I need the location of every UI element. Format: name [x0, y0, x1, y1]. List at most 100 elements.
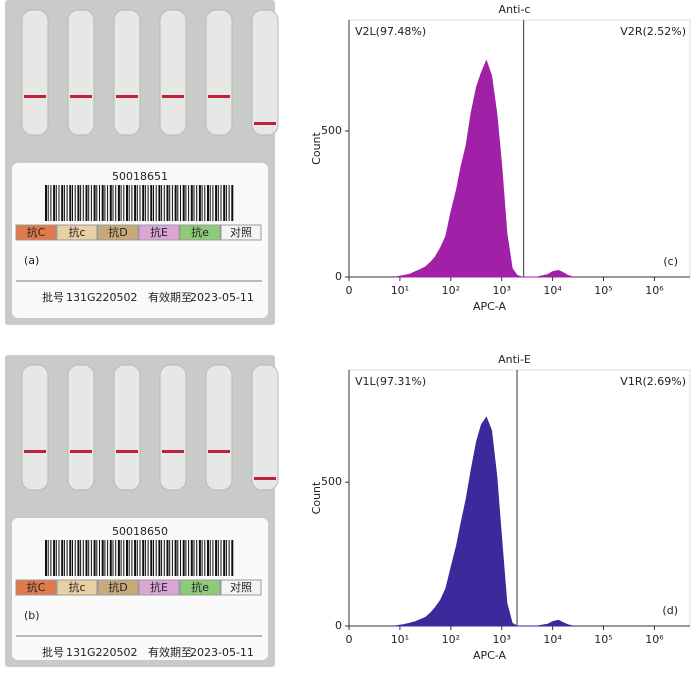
x-tick-label: 10¹: [391, 633, 409, 646]
barcode-number: 50018651: [112, 170, 168, 183]
tube-band: [208, 450, 230, 453]
barcode-bar: [90, 540, 92, 576]
barcode-bar: [215, 540, 218, 576]
barcode-bar: [107, 540, 109, 576]
expiry-label: 有效期至: [148, 290, 192, 304]
barcode-bar: [107, 185, 109, 221]
barcode-bar: [225, 185, 227, 221]
lot-label: 批号: [42, 645, 64, 659]
x-tick-label: 10⁴: [543, 284, 562, 297]
tube: [205, 9, 233, 136]
barcode-bar: [212, 185, 214, 221]
reagent-name: 对照: [230, 580, 252, 594]
expiry-date: 2023-05-11: [190, 291, 254, 304]
barcode-bar: [212, 540, 214, 576]
tube-band: [24, 450, 46, 453]
barcode-bar: [93, 185, 96, 221]
x-tick-label: 10²: [442, 633, 460, 646]
plot-frame: [348, 369, 691, 627]
barcode-bar: [228, 540, 230, 576]
barcode-bar: [93, 540, 96, 576]
lot-number: 131G220502: [66, 291, 138, 304]
reagent-name: 抗C: [27, 225, 46, 239]
chart-title: Anti-E: [498, 353, 531, 366]
barcode-bar: [190, 185, 193, 221]
tube-band: [254, 477, 276, 480]
y-tick-label: 0: [335, 619, 342, 632]
barcode-bar: [117, 185, 120, 221]
barcode-bar: [158, 540, 161, 576]
barcode-bar: [80, 540, 82, 576]
tube-band: [208, 95, 230, 98]
x-tick-label: 10⁵: [594, 284, 612, 297]
chart-title: Anti-c: [499, 3, 531, 16]
barcode-bar: [166, 185, 169, 221]
barcode-bar: [85, 540, 88, 576]
tube-band: [162, 450, 184, 453]
reagent-tag: [15, 224, 57, 241]
reagent-name: 对照: [230, 225, 252, 239]
barcode-bar: [188, 540, 190, 576]
y-tick-label: 0: [335, 270, 342, 283]
x-axis-label: APC-A: [473, 300, 507, 313]
barcode-bar: [169, 185, 171, 221]
barcode-bar: [45, 185, 47, 221]
barcode-bar: [185, 540, 187, 576]
barcode-bar: [47, 540, 49, 576]
barcode-bar: [63, 185, 65, 221]
barcode-bar: [150, 185, 153, 221]
tube-band: [116, 450, 138, 453]
gate-label-right: V1R(2.69%): [620, 375, 686, 388]
barcode-bar: [201, 185, 203, 221]
barcode-bar: [66, 540, 68, 576]
histogram-area: [394, 59, 574, 278]
gate-label-left: V1L(97.31%): [355, 375, 426, 388]
barcode-bar: [150, 540, 153, 576]
tube: [251, 9, 279, 136]
barcode-bar: [72, 540, 73, 576]
x-tick-label: 10⁴: [543, 633, 562, 646]
lot-label: 批号: [42, 290, 64, 304]
reagent-tag: [97, 579, 139, 596]
x-tick-label: 10⁶: [645, 633, 664, 646]
tube-band: [24, 95, 46, 98]
tube-band: [70, 95, 92, 98]
barcode-bar: [163, 185, 165, 221]
barcode-bar: [109, 540, 112, 576]
barcode-bar: [128, 185, 130, 221]
tube: [251, 364, 279, 491]
reagent-tag: [56, 579, 98, 596]
barcode-bar: [180, 540, 181, 576]
barcode-number: 50018650: [112, 525, 168, 538]
barcode-bar: [166, 540, 169, 576]
barcode-bar: [231, 540, 234, 576]
barcode-bar: [74, 540, 76, 576]
lot-number: 131G220502: [66, 646, 138, 659]
barcode-bar: [69, 540, 72, 576]
barcode-bar: [204, 185, 206, 221]
barcode-bar: [147, 540, 149, 576]
barcode-bar: [174, 540, 177, 576]
tube: [205, 364, 233, 491]
tube-band: [70, 450, 92, 453]
barcode-bar: [225, 540, 227, 576]
barcode-bar: [153, 540, 154, 576]
barcode-bar: [155, 540, 157, 576]
barcode-bar: [182, 185, 185, 221]
barcode-bar: [228, 185, 230, 221]
barcode-bar: [109, 185, 112, 221]
barcode-bar: [104, 540, 106, 576]
barcode-bar: [123, 185, 125, 221]
barcode-bar: [217, 540, 219, 576]
tube: [67, 9, 95, 136]
barcode-bar: [185, 185, 187, 221]
barcode-bar: [58, 540, 60, 576]
reagent-tag: [97, 224, 139, 241]
x-tick-label: 0: [346, 633, 353, 646]
tube: [113, 364, 141, 491]
barcode-bar: [201, 540, 203, 576]
barcode-bar: [139, 540, 141, 576]
y-tick-label: 500: [321, 124, 342, 137]
barcode-bar: [101, 185, 104, 221]
histogram-area: [394, 416, 573, 627]
